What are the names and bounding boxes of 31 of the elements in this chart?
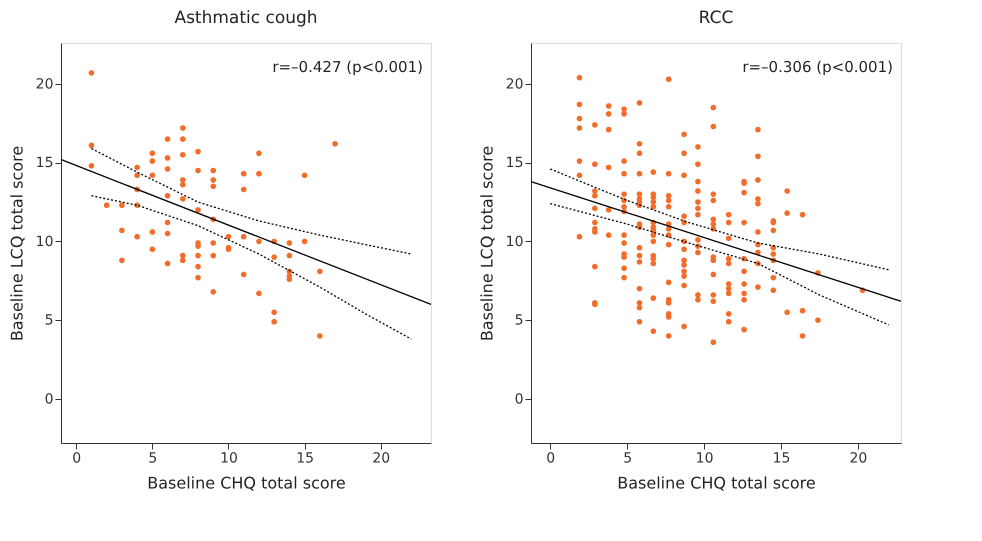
y-tick-label: 10 — [506, 234, 524, 250]
line-series — [550, 168, 890, 270]
annotation: r=–0.306 (p<0.001) — [742, 58, 893, 76]
x-tick-label: 0 — [72, 450, 82, 466]
x-tick-label: 10 — [696, 450, 714, 466]
x-tick-label: 15 — [296, 450, 314, 466]
y-tick-label: 20 — [36, 76, 54, 92]
x-tick-label: 5 — [148, 450, 158, 466]
x-axis-title: Baseline CHQ total score — [617, 474, 816, 492]
y-tick-label: 20 — [506, 76, 524, 92]
y-tick-label: 5 — [514, 312, 524, 329]
line-series — [90, 195, 412, 340]
chart-title: Asthmatic cough — [174, 8, 318, 28]
x-tick-label: 15 — [772, 450, 790, 466]
x-tick-label: 20 — [372, 450, 390, 466]
chart-title: RCC — [698, 8, 734, 28]
y-axis-title: Baseline LCQ total score — [478, 146, 497, 342]
x-tick-label: 5 — [623, 450, 632, 466]
annotation: r=–0.427 (p<0.001) — [272, 58, 423, 76]
y-tick-label: 15 — [506, 155, 524, 172]
y-axis-title: Baseline LCQ total score — [8, 146, 27, 342]
x-axis-title: Baseline CHQ total score — [147, 474, 346, 492]
y-tick-label: 10 — [36, 234, 54, 250]
y-tick-label: 5 — [44, 312, 54, 329]
y-tick-label: 15 — [36, 155, 54, 172]
x-tick-label: 20 — [850, 450, 868, 466]
x-tick-label: 0 — [546, 450, 556, 466]
line-series — [550, 202, 890, 326]
x-tick-label: 10 — [220, 450, 238, 466]
y-tick-label: 0 — [514, 391, 524, 408]
y-tick-label: 0 — [44, 391, 54, 408]
